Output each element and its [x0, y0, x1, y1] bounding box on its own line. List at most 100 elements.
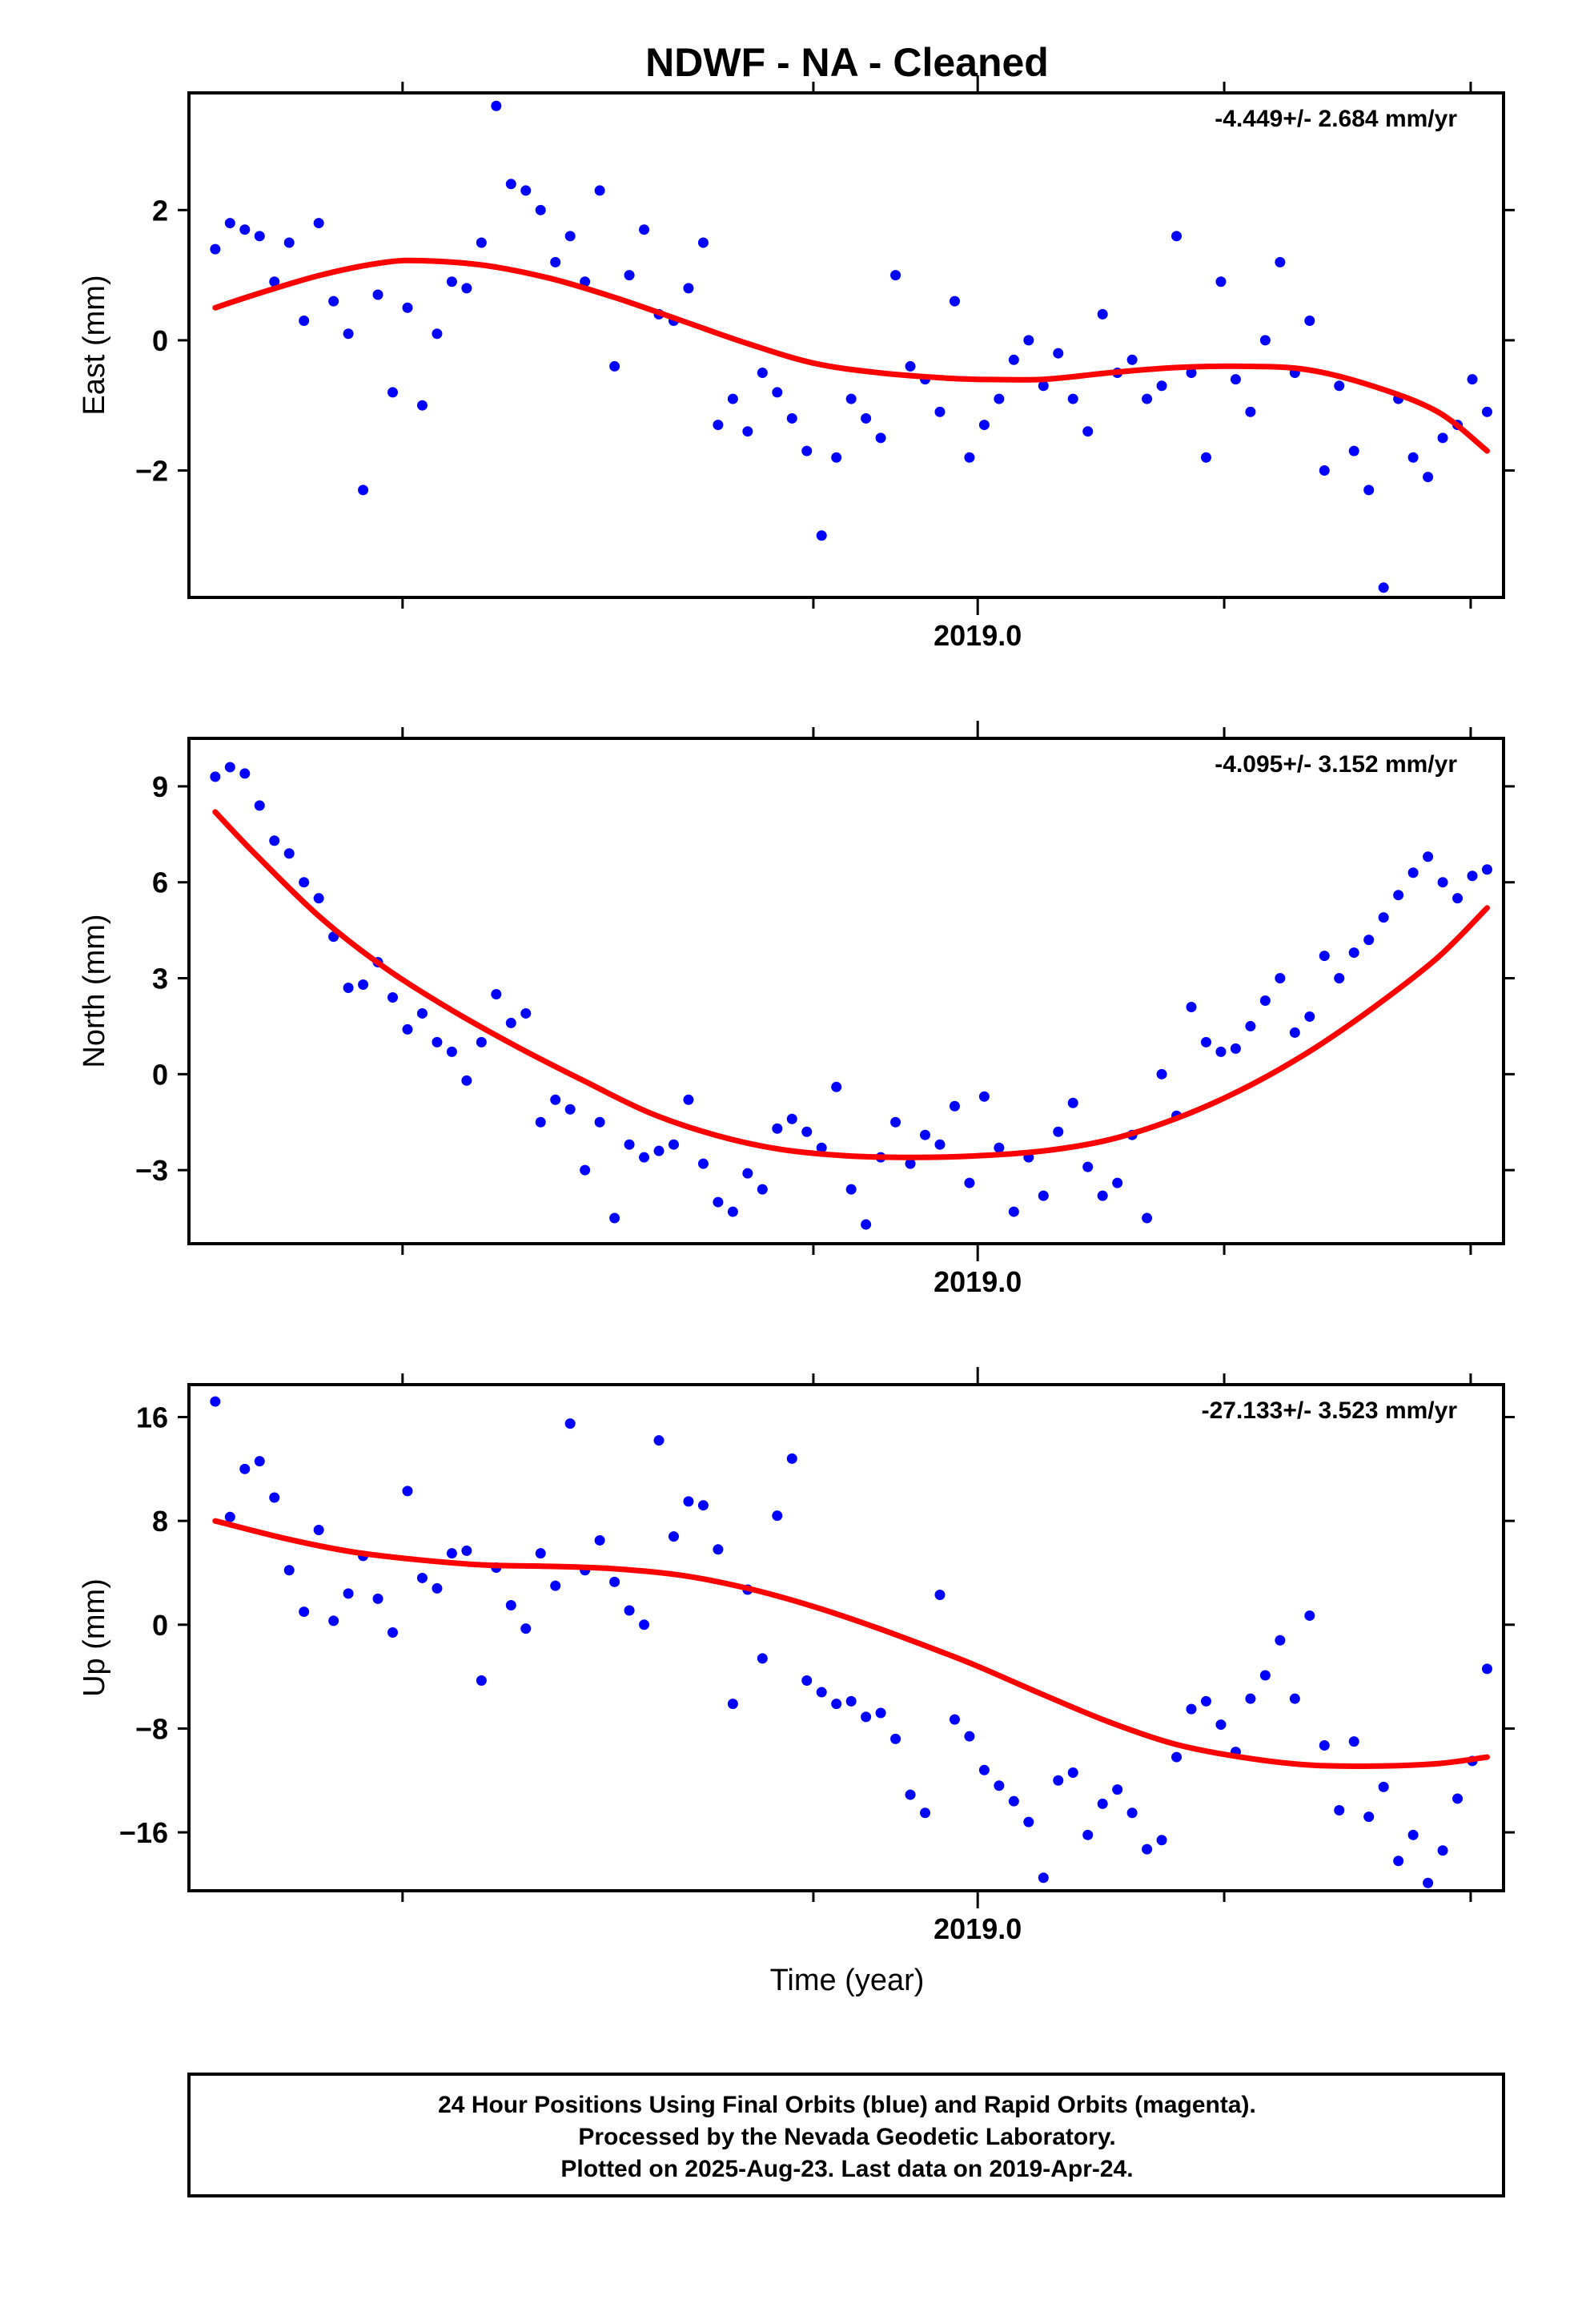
data-point [1038, 380, 1049, 392]
panel-0: 2 0 −2 2019.0 East (mm) -4.449+/- 2.684 mm/yr [78, 75, 1515, 652]
data-point [1023, 1816, 1034, 1827]
data-point [283, 1565, 295, 1576]
data-point [1142, 393, 1153, 404]
data-point [224, 762, 235, 773]
data-point [432, 1036, 443, 1047]
data-point [639, 224, 650, 235]
y-tick-label: −16 [119, 1816, 168, 1849]
data-point [402, 1486, 413, 1497]
data-point [432, 328, 443, 340]
data-point [299, 316, 310, 327]
data-point [446, 1046, 457, 1057]
data-point [890, 1116, 901, 1128]
data-point [224, 1511, 235, 1522]
data-point [446, 1548, 457, 1559]
data-point [624, 1139, 635, 1150]
y-tick-label: −2 [135, 454, 168, 487]
data-point [269, 1492, 280, 1503]
y-tick-label: 0 [152, 1609, 168, 1642]
data-point [535, 204, 546, 215]
data-point [786, 1453, 797, 1464]
data-point [978, 420, 990, 431]
data-point [313, 1524, 324, 1535]
data-point [1112, 1177, 1123, 1188]
data-point [1186, 1703, 1197, 1715]
data-point [1008, 1795, 1019, 1807]
data-point [224, 218, 235, 229]
data-point [594, 1534, 605, 1546]
data-point [372, 289, 383, 300]
data-point [668, 1139, 679, 1150]
fit-curve [212, 809, 1490, 1160]
data-point [416, 400, 428, 411]
chart-title: NDWF - NA - Cleaned [645, 40, 1049, 85]
data-point [299, 1606, 310, 1618]
data-point [920, 1807, 931, 1819]
data-point [550, 256, 561, 267]
data-point [446, 276, 457, 287]
data-point [416, 1007, 428, 1019]
data-point [1156, 380, 1167, 392]
rate-label: -4.095+/- 3.152 mm/yr [1215, 751, 1457, 778]
data-point [816, 1687, 827, 1698]
data-point [949, 296, 960, 307]
data-point [520, 1007, 532, 1019]
data-point [210, 771, 221, 782]
data-point [432, 1582, 443, 1594]
data-point [994, 1780, 1005, 1791]
data-point [994, 393, 1005, 404]
data-point [505, 1599, 516, 1610]
data-point [653, 1435, 665, 1446]
panel-2: 16 8 0 −8 −16 2019.0 Up (mm) -27.133+/- 3.523 m… [78, 1367, 1515, 1945]
data-point [594, 185, 605, 196]
fit-curve [212, 257, 1490, 454]
data-point [1245, 406, 1256, 417]
data-point [1481, 864, 1492, 875]
data-point [239, 224, 251, 235]
data-point [1363, 1811, 1375, 1823]
data-point [1437, 432, 1448, 444]
data-point [1304, 1610, 1315, 1621]
data-point [668, 1531, 679, 1542]
data-point [269, 276, 280, 287]
plot-frame [187, 91, 1505, 599]
data-point [1334, 1805, 1345, 1816]
data-point [461, 1545, 472, 1556]
data-point [713, 1544, 724, 1555]
data-point [801, 445, 813, 456]
data-point [697, 1500, 709, 1511]
data-point [1334, 380, 1345, 392]
data-point [594, 1116, 605, 1128]
x-tick-label: 2019.0 [934, 1265, 1022, 1298]
data-point [1171, 231, 1182, 242]
data-point [683, 1496, 694, 1507]
data-point [564, 1104, 576, 1115]
data-point [816, 530, 827, 541]
panels-group: 2 0 −2 2019.0 East (mm) -4.449+/- 2.684 mm/yr… [78, 75, 1515, 1945]
data-point [831, 1699, 842, 1710]
data-point [1142, 1844, 1153, 1855]
plot-frame [187, 737, 1505, 1245]
data-point [757, 368, 768, 379]
data-point [845, 393, 857, 404]
data-point [801, 1675, 813, 1686]
data-point [861, 1711, 872, 1723]
data-point [239, 768, 251, 779]
data-point [801, 1126, 813, 1137]
data-point [387, 387, 399, 398]
data-point [1156, 1835, 1167, 1846]
data-point [535, 1116, 546, 1128]
data-point [491, 100, 502, 111]
data-point [1304, 1011, 1315, 1022]
y-tick-label: 2 [152, 194, 168, 227]
data-point [964, 1731, 975, 1742]
data-point [697, 237, 709, 248]
data-point [254, 1456, 265, 1467]
data-point [1423, 851, 1434, 862]
data-point [1319, 464, 1330, 476]
data-point [978, 1764, 990, 1775]
data-point [742, 426, 753, 437]
data-point [1097, 1798, 1108, 1809]
y-axis-label: Up (mm) [78, 1578, 111, 1697]
